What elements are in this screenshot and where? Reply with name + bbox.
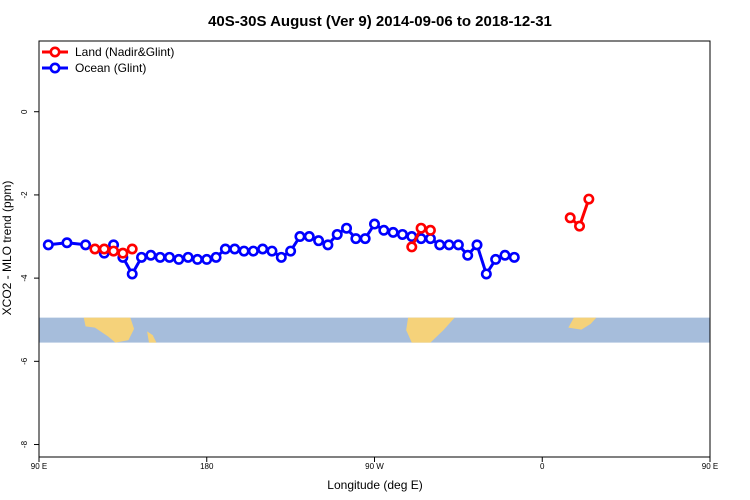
point-ocean-0-19 bbox=[247, 245, 259, 257]
point-ocean-0-14 bbox=[201, 253, 213, 265]
point-ocean-0-30 bbox=[350, 233, 362, 245]
point-ocean-0-17 bbox=[229, 243, 241, 255]
point-ocean-0-21 bbox=[266, 245, 278, 257]
point-ocean-0-33 bbox=[378, 224, 390, 236]
point-ocean-0-18 bbox=[238, 245, 250, 257]
point-ocean-0-28 bbox=[331, 228, 343, 240]
point-ocean-0-25 bbox=[303, 231, 315, 243]
point-ocean-0-35 bbox=[396, 228, 408, 240]
x-tick-label-0: 90 E bbox=[31, 462, 47, 471]
y-axis-ticks: 0 -2 -4 -6 -8 bbox=[20, 109, 39, 448]
legend: Land (Nadir&Glint) Ocean (Glint) bbox=[42, 45, 174, 75]
point-ocean-0-13 bbox=[191, 253, 203, 265]
point-ocean-0-15 bbox=[210, 251, 222, 263]
point-ocean-0-42 bbox=[462, 249, 474, 261]
legend-marker-land bbox=[49, 46, 61, 58]
map-strip bbox=[39, 317, 710, 343]
point-land-2-0 bbox=[564, 212, 576, 224]
point-ocean-0-40 bbox=[443, 239, 455, 251]
point-ocean-0-20 bbox=[257, 243, 269, 255]
point-ocean-0-22 bbox=[275, 251, 287, 263]
series-layer bbox=[42, 193, 595, 280]
point-ocean-0-45 bbox=[490, 253, 502, 265]
point-ocean-0-43 bbox=[471, 239, 483, 251]
point-ocean-0-32 bbox=[368, 218, 380, 230]
y-tick-label-3: -6 bbox=[20, 357, 29, 365]
point-ocean-0-1 bbox=[61, 237, 73, 249]
point-ocean-0-27 bbox=[322, 239, 334, 251]
y-tick-label-4: -8 bbox=[20, 440, 29, 448]
point-land-2-2 bbox=[583, 193, 595, 205]
x-tick-label-2: 90 W bbox=[365, 462, 384, 471]
point-ocean-0-26 bbox=[313, 235, 325, 247]
point-land-1-1 bbox=[415, 222, 427, 234]
point-land-0-4 bbox=[126, 243, 138, 255]
point-ocean-0-24 bbox=[294, 231, 306, 243]
map-land-1 bbox=[147, 331, 157, 343]
x-axis-label: Longitude (deg E) bbox=[327, 478, 422, 492]
point-ocean-0-29 bbox=[341, 222, 353, 234]
point-ocean-0-9 bbox=[154, 251, 166, 263]
point-ocean-0-44 bbox=[480, 268, 492, 280]
point-ocean-0-46 bbox=[499, 249, 511, 261]
point-ocean-0-2 bbox=[80, 239, 92, 251]
point-ocean-0-6 bbox=[126, 268, 138, 280]
chart-title: 40S-30S August (Ver 9) 2014-09-06 to 201… bbox=[208, 13, 552, 30]
point-land-0-0 bbox=[89, 243, 101, 255]
point-ocean-0-16 bbox=[219, 243, 231, 255]
plot-frame bbox=[38, 40, 711, 458]
point-ocean-0-31 bbox=[359, 233, 371, 245]
x-tick-label-4: 90 E bbox=[702, 462, 718, 471]
point-ocean-0-11 bbox=[173, 253, 185, 265]
y-tick-label-1: -2 bbox=[20, 191, 29, 199]
point-land-0-2 bbox=[108, 245, 120, 257]
point-ocean-0-23 bbox=[285, 245, 297, 257]
point-ocean-0-12 bbox=[182, 251, 194, 263]
point-ocean-0-10 bbox=[163, 251, 175, 263]
legend-marker-ocean bbox=[49, 62, 61, 74]
map-land-2 bbox=[406, 317, 455, 343]
map-ocean bbox=[39, 317, 710, 343]
point-ocean-0-39 bbox=[434, 239, 446, 251]
y-axis-label: XCO2 - MLO trend (ppm) bbox=[0, 181, 14, 316]
point-land-0-3 bbox=[117, 247, 129, 259]
point-ocean-0-7 bbox=[136, 251, 148, 263]
map-land-0 bbox=[83, 317, 135, 343]
legend-label-ocean: Ocean (Glint) bbox=[75, 61, 146, 75]
x-tick-label-1: 180 bbox=[200, 462, 214, 471]
point-ocean-0-47 bbox=[508, 251, 520, 263]
point-ocean-0-34 bbox=[387, 226, 399, 238]
x-tick-label-3: 0 bbox=[540, 462, 545, 471]
point-land-1-2 bbox=[424, 224, 436, 236]
point-ocean-0-0 bbox=[42, 239, 54, 251]
point-land-0-1 bbox=[98, 243, 110, 255]
y-tick-label-2: -4 bbox=[20, 274, 29, 282]
point-ocean-0-8 bbox=[145, 249, 157, 261]
point-land-1-0 bbox=[406, 241, 418, 253]
x-axis-ticks: 90 E 180 90 W 0 90 E bbox=[31, 457, 718, 471]
map-land-3 bbox=[568, 317, 597, 330]
point-land-2-1 bbox=[574, 220, 586, 232]
y-tick-label-0: 0 bbox=[20, 109, 29, 114]
point-ocean-0-41 bbox=[452, 239, 464, 251]
legend-label-land: Land (Nadir&Glint) bbox=[75, 45, 174, 59]
